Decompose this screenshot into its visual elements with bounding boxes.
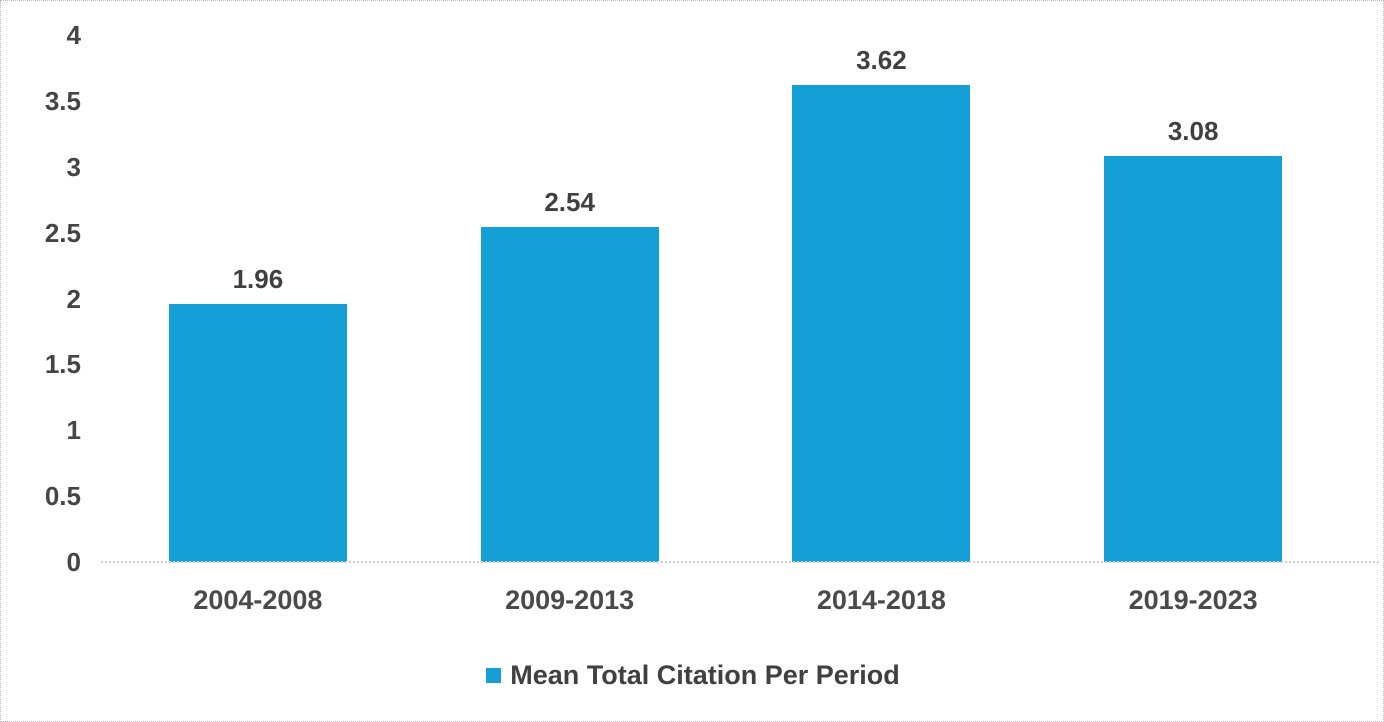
bar-value-label: 2.54 (544, 187, 595, 218)
y-axis-tick-label: 4 (66, 20, 81, 50)
y-axis-tick-label: 1.5 (44, 349, 81, 380)
x-axis-category-label: 2009-2013 (505, 585, 635, 615)
y-axis-tick-label: 3 (66, 151, 81, 182)
y-axis-tick-label: 0.5 (44, 481, 81, 512)
bar-slot: 3.08 (1037, 35, 1349, 562)
y-axis-tick-label: 3.5 (44, 85, 81, 116)
legend-label: Mean Total Citation Per Period (510, 660, 900, 690)
bar (168, 303, 347, 562)
bar-value-label: 1.96 (232, 263, 284, 294)
y-axis-tick-label: 1 (66, 415, 81, 446)
plot-area: 1.96 2.54 3.62 3.08 (102, 35, 1349, 562)
bar-slot: 2.54 (414, 35, 726, 562)
bar-value-label: 3.08 (1167, 116, 1219, 147)
bar (1104, 156, 1283, 562)
y-axis-tick-label: 2 (66, 283, 81, 314)
bar-value-label: 3.62 (856, 45, 907, 76)
y-axis-tick-label: 0 (66, 547, 81, 577)
y-axis-tick-label: 2.5 (44, 217, 81, 248)
legend: Mean Total Citation Per Period (1, 660, 1384, 691)
x-axis-baseline (101, 561, 1379, 563)
bar-slot: 3.62 (726, 35, 1038, 562)
bar-slot: 1.96 (102, 35, 414, 562)
legend-swatch-icon (486, 668, 502, 683)
x-axis-category-label: 2004-2008 (193, 585, 323, 615)
bar (792, 85, 971, 562)
x-axis-category-label: 2014-2018 (816, 585, 946, 615)
bar (480, 227, 659, 562)
x-axis-category-label: 2019-2023 (1128, 585, 1258, 615)
